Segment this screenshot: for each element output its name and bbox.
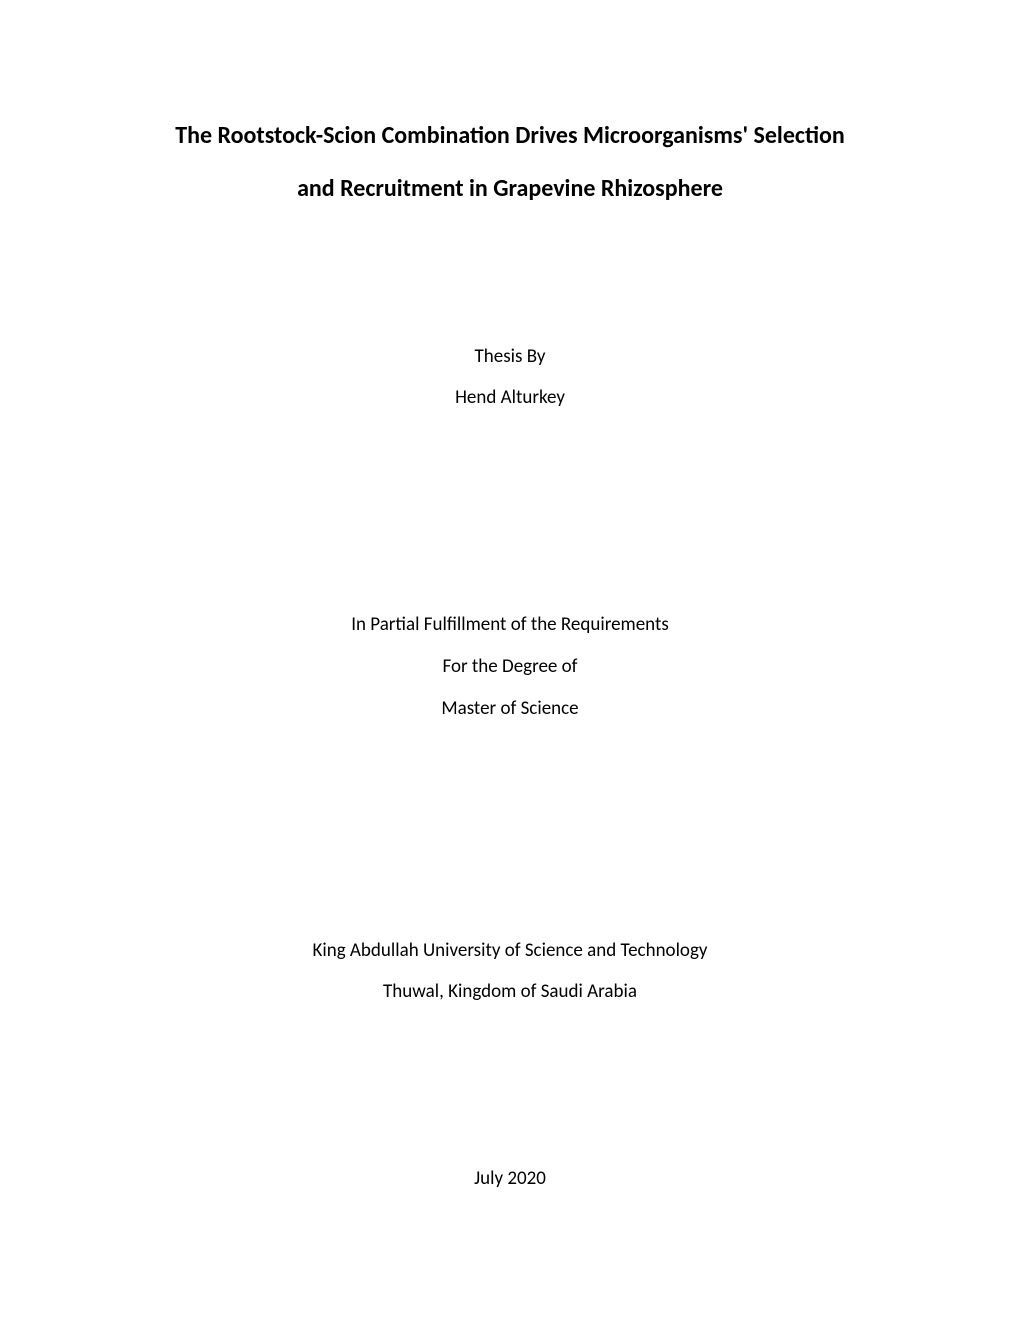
- fulfillment-line-3: Master of Science: [351, 688, 669, 730]
- fulfillment-line-2: For the Degree of: [351, 646, 669, 688]
- institution-block: King Abdullah University of Science and …: [312, 930, 707, 1014]
- institution-line-2: Thuwal, Kingdom of Saudi Arabia: [312, 971, 707, 1013]
- date-text: July 2020: [474, 1158, 546, 1200]
- title-block: The Rootstock-Scion Combination Drives M…: [175, 110, 845, 216]
- date-block: July 2020: [474, 1158, 546, 1200]
- institution-line-1: King Abdullah University of Science and …: [312, 930, 707, 972]
- author-block: Thesis By Hend Alturkey: [455, 336, 565, 420]
- author-name: Hend Alturkey: [455, 377, 565, 419]
- fulfillment-line-1: In Partial Fulfillment of the Requiremen…: [351, 604, 669, 646]
- thesis-by-label: Thesis By: [455, 336, 565, 378]
- title-line-1: The Rootstock-Scion Combination Drives M…: [175, 110, 845, 163]
- fulfillment-block: In Partial Fulfillment of the Requiremen…: [351, 604, 669, 729]
- title-line-2: and Recruitment in Grapevine Rhizosphere: [175, 163, 845, 216]
